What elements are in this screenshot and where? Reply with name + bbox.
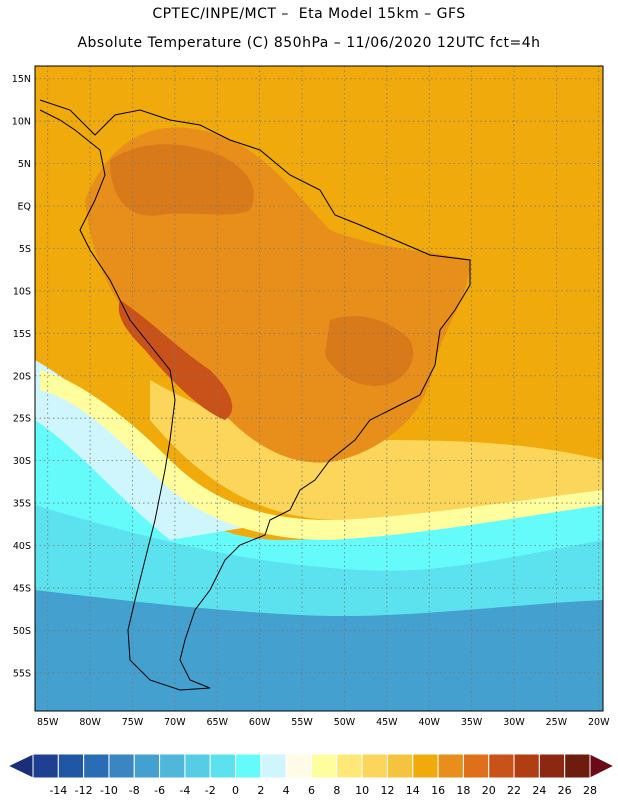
colorbar-label: 28	[583, 784, 597, 797]
colorbar-swatch	[336, 753, 363, 779]
colorbar-label: 6	[308, 784, 315, 797]
colorbar-label: 26	[558, 784, 572, 797]
lat-label: 10S	[13, 286, 31, 297]
colorbar-label: 0	[232, 784, 239, 797]
colorbar-label: 18	[456, 784, 470, 797]
colorbar-swatch	[260, 753, 287, 779]
field-andes-hot	[118, 300, 233, 420]
title-line-2: Absolute Temperature (C) 850hPa – 11/06/…	[77, 35, 541, 51]
colorbar-under-arrow	[6, 753, 34, 779]
lat-label: 25S	[13, 414, 31, 425]
lon-label: 35W	[461, 717, 483, 728]
lat-label: 15N	[12, 74, 31, 85]
coastline	[39, 99, 471, 691]
colorbar-swatch	[184, 753, 211, 779]
colorbar-swatch	[133, 753, 161, 779]
map-frame	[34, 65, 604, 712]
lat-label: 5N	[18, 159, 31, 170]
field-warm	[150, 380, 603, 520]
colorbar-swatch	[437, 753, 464, 779]
lat-label: 10N	[12, 117, 31, 128]
lon-label: 20W	[588, 717, 610, 728]
lat-label: 55S	[13, 668, 31, 679]
lat-label: 40S	[13, 541, 31, 552]
lat-label: 5S	[19, 244, 31, 255]
colorbar-swatch	[311, 753, 338, 779]
lon-label: 75W	[122, 717, 144, 728]
field-mid-south	[35, 470, 603, 617]
colorbar-swatch	[412, 753, 439, 779]
colorbar-swatch	[285, 753, 313, 779]
colorbar-label: 24	[532, 784, 546, 797]
lat-lon-grid	[35, 66, 603, 711]
lon-label: 65W	[207, 717, 229, 728]
colorbar-swatch	[386, 753, 414, 779]
colorbar-swatch	[361, 753, 388, 779]
title-line-1: CPTEC/INPE/MCT – Eta Model 15km – GFS	[152, 6, 466, 22]
colorbar-label: -6	[154, 784, 165, 797]
colorbar-swatch	[57, 753, 85, 779]
colorbar-label: 2	[257, 784, 264, 797]
longitude-labels: 85W 80W 75W 70W 65W 60W 55W 50W 45W 40W 35W 30W 25W 2…	[37, 717, 610, 728]
colorbar-swatch	[159, 753, 186, 779]
colorbar-label: 10	[355, 784, 369, 797]
colorbar-swatch	[564, 753, 591, 779]
lon-label: 60W	[249, 717, 271, 728]
lat-label: EQ	[18, 202, 31, 213]
lon-label: 70W	[164, 717, 186, 728]
colorbar-label: 4	[283, 784, 290, 797]
colorbar-swatch	[209, 753, 237, 779]
field-mild	[40, 370, 603, 540]
colorbar-label: 14	[406, 784, 420, 797]
colorbar-swatch	[32, 753, 59, 779]
lon-label: 25W	[546, 717, 568, 728]
colorbar-swatch	[513, 753, 540, 779]
colorbar-label: -8	[129, 784, 140, 797]
lon-label: 55W	[291, 717, 313, 728]
lon-label: 45W	[376, 717, 398, 728]
lat-label: 50S	[13, 626, 31, 637]
field-hotter-north	[110, 144, 254, 216]
lon-label: 80W	[79, 717, 101, 728]
lon-label: 85W	[37, 717, 59, 728]
colorbar-label: 12	[380, 784, 394, 797]
colorbar-label: 20	[482, 784, 496, 797]
colorbar-swatch	[488, 753, 515, 779]
colorbar-over-arrow	[589, 753, 616, 779]
colorbar-swatch	[538, 753, 566, 779]
lat-label: 20S	[13, 371, 31, 382]
colorbar-swatch	[462, 753, 490, 779]
colorbar-swatch	[108, 753, 135, 779]
lon-label: 30W	[503, 717, 525, 728]
colorbar-label: 16	[431, 784, 445, 797]
lon-label: 50W	[334, 717, 356, 728]
colorbar-label: -2	[205, 784, 216, 797]
lon-label: 40W	[418, 717, 440, 728]
colorbar-label: 22	[507, 784, 521, 797]
colorbar-label: -4	[179, 784, 190, 797]
colorbar-label: -12	[75, 784, 93, 797]
lat-label: 45S	[13, 583, 31, 594]
colorbar-label: -14	[49, 784, 67, 797]
colorbar-label: 8	[333, 784, 340, 797]
colorbar-swatch	[83, 753, 110, 779]
lat-label: 35S	[13, 499, 31, 510]
colorbar-swatch	[235, 753, 262, 779]
colorbar-label: -10	[100, 784, 118, 797]
latitude-labels: 15N 10N 5N EQ 5S 10S 15S 20S 25S 30S 35S 40S 45S 50S 5…	[12, 74, 31, 679]
lat-label: 30S	[13, 456, 31, 467]
lat-label: 15S	[13, 329, 31, 340]
